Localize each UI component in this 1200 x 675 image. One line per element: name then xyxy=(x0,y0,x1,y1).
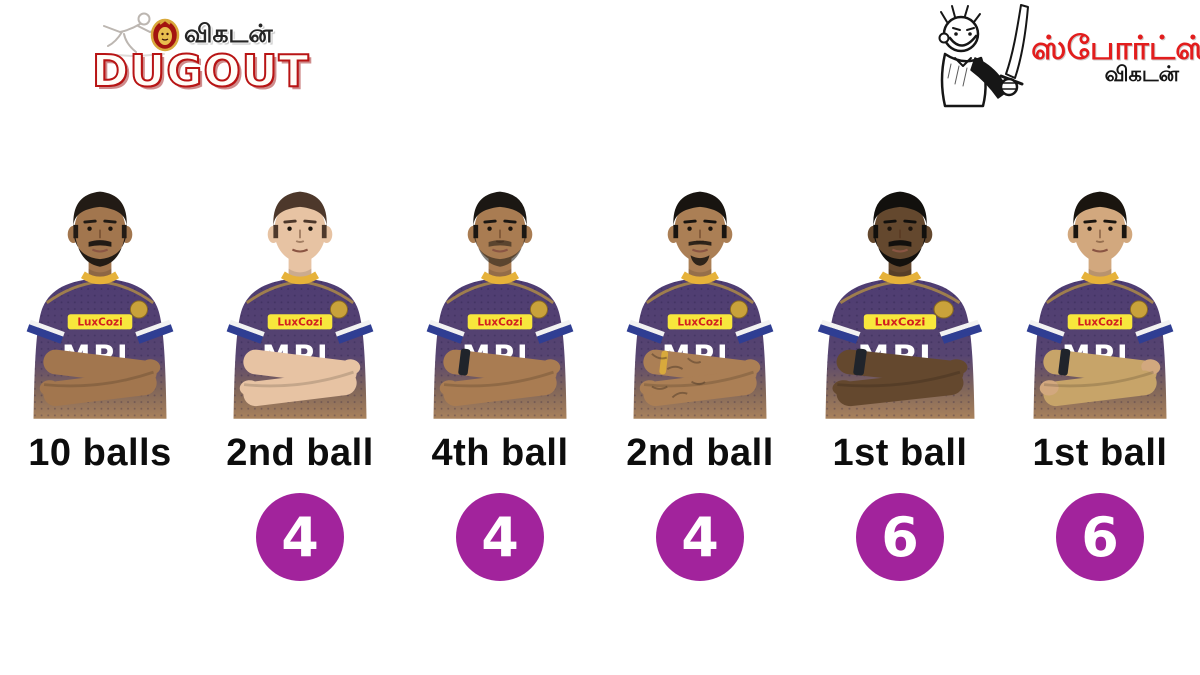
player-photo: LuxCoziMPL xyxy=(605,176,795,422)
runs-badge: 4 xyxy=(256,493,344,581)
sports-vikatan-logo: ஸ்போர்ட்ஸ் விகடன் xyxy=(925,2,1200,112)
svg-text:LuxCozi: LuxCozi xyxy=(875,316,926,328)
player-column: LuxCoziMPL 1st ball 6 xyxy=(800,176,1000,581)
dugout-wordmark: DUGOUT xyxy=(91,45,310,98)
player-column: LuxCoziMPL 2nd ball 4 xyxy=(200,176,400,581)
player-photo: LuxCoziMPL xyxy=(405,176,595,422)
ball-label: 10 balls xyxy=(28,432,172,474)
svg-text:LuxCozi: LuxCozi xyxy=(1077,317,1122,329)
runs-badge: 6 xyxy=(856,493,944,581)
sports-tamil-title: ஸ்போர்ட்ஸ் xyxy=(1031,28,1200,67)
player-column: LuxCoziMPL 10 balls xyxy=(0,176,200,581)
player-photo: LuxCoziMPL xyxy=(805,176,995,422)
svg-text:LuxCozi: LuxCozi xyxy=(77,317,122,329)
player-avatar: LuxCoziMPL xyxy=(1026,191,1174,419)
ball-label: 2nd ball xyxy=(626,432,774,474)
sports-mascot-icon xyxy=(938,4,1029,108)
player-photo: LuxCoziMPL xyxy=(1005,176,1195,422)
ball-label: 1st ball xyxy=(832,432,968,474)
player-column: LuxCoziMPL 1st ball 6 xyxy=(1000,176,1200,581)
dugout-logo: விகடன் DUGOUT xyxy=(84,4,324,100)
svg-text:LuxCozi: LuxCozi xyxy=(677,317,722,329)
player-column: LuxCoziMPL 2nd ball 4 xyxy=(600,176,800,581)
player-avatar: LuxCoziMPL xyxy=(226,191,374,419)
runs-badge: 4 xyxy=(456,493,544,581)
vikatan-brand-row: விகடன் xyxy=(150,18,273,52)
player-column: LuxCoziMPL 4th ball 4 xyxy=(400,176,600,581)
player-avatar: LuxCoziMPL xyxy=(26,191,174,419)
player-photo: LuxCoziMPL xyxy=(5,176,195,422)
players-row: LuxCoziMPL 10 balls LuxCoziMPL 2nd ball … xyxy=(0,176,1200,581)
ball-label: 2nd ball xyxy=(226,432,374,474)
player-avatar: LuxCoziMPL xyxy=(626,191,774,419)
vikatan-tamil-text: விகடன் xyxy=(184,18,273,48)
player-photo: LuxCoziMPL xyxy=(205,176,395,422)
ball-label: 1st ball xyxy=(1032,432,1168,474)
player-avatar: LuxCoziMPL xyxy=(426,191,574,419)
sports-tamil-subtitle: விகடன் xyxy=(1104,62,1179,86)
ball-label: 4th ball xyxy=(431,432,569,474)
vikatan-emblem-icon xyxy=(150,18,180,52)
runs-badge: 4 xyxy=(656,493,744,581)
runs-badge: 6 xyxy=(1056,493,1144,581)
player-avatar: LuxCoziMPL xyxy=(817,191,983,419)
svg-text:LuxCozi: LuxCozi xyxy=(477,317,522,329)
svg-text:LuxCozi: LuxCozi xyxy=(277,317,322,329)
